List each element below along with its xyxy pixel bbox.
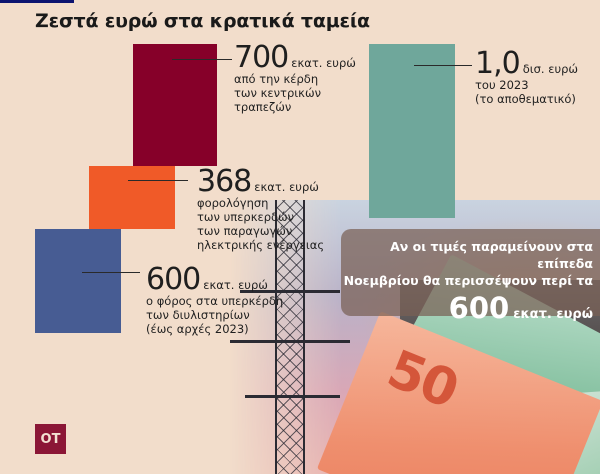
desc-line: των διυλιστηρίων	[146, 308, 250, 322]
leader-line	[414, 65, 472, 66]
power-pylon-image	[275, 200, 305, 474]
desc-line: των υπερκερδών	[197, 210, 295, 224]
projection-callout: Αν οι τιμές παραμείνουν στα επίπεδα Νοεμ…	[341, 229, 600, 323]
pylon-arm	[245, 395, 340, 398]
leader-line	[128, 180, 188, 181]
desc-line: των παραγωγών	[197, 224, 293, 238]
leader-line	[172, 59, 232, 60]
desc-line: (έως αρχές 2023)	[146, 322, 249, 336]
desc-line: τραπεζών	[234, 100, 292, 114]
ot-logo: OT	[35, 424, 66, 454]
callout-line-2: Νοεμβρίου θα περισσέψουν περί τα	[343, 273, 593, 288]
unit: εκατ. ευρώ	[291, 56, 356, 70]
desc-line: ηλεκτρικής ενέργειας	[197, 238, 325, 252]
label-refineries: 600 εκατ. ευρώ ο φόρος στα υπερκέρδη των …	[146, 265, 284, 337]
callout-line-1: Αν οι τιμές παραμείνουν στα επίπεδα	[390, 239, 593, 271]
label-central-banks: 700 εκατ. ευρώ από την κέρδη των κεντρικώ…	[234, 43, 356, 115]
value: 368	[197, 164, 252, 199]
top-accent-strip	[0, 0, 74, 3]
callout-unit: εκατ. ευρώ	[513, 307, 593, 322]
desc-line: των κεντρικών	[234, 86, 321, 100]
callout-amount: 600 εκατ. ευρώ	[341, 293, 593, 323]
value: 1,0	[475, 46, 521, 81]
pylon-arm	[230, 340, 350, 343]
value: 700	[234, 40, 289, 75]
value: 600	[146, 262, 201, 297]
label-electricity-producers: 368 εκατ. ευρώ φορολόγηση των υπερκερδών …	[197, 167, 325, 253]
desc-line: φορολόγηση	[197, 196, 269, 210]
infographic-title: Ζεστά ευρώ στα κρατικά ταμεία	[35, 10, 370, 32]
bar-central-banks	[133, 44, 217, 166]
desc-line: του 2023	[475, 78, 529, 92]
unit: εκατ. ευρώ	[203, 278, 268, 292]
desc-line: (το αποθεματικό)	[475, 92, 576, 106]
pylon-arm	[240, 290, 340, 293]
bar-reserve-2023	[369, 44, 455, 218]
leader-line	[82, 272, 140, 273]
desc-line: ο φόρος στα υπερκέρδη	[146, 294, 284, 308]
bar-refineries	[35, 229, 121, 333]
banknote-50-label: 50	[379, 339, 466, 421]
desc-line: από την κέρδη	[234, 72, 319, 86]
unit: δισ. ευρώ	[522, 62, 579, 76]
label-reserve-2023: 1,0 δισ. ευρώ του 2023 (το αποθεματικό)	[475, 49, 579, 107]
bar-electricity-producers	[89, 166, 175, 229]
callout-value: 600	[448, 291, 510, 325]
unit: εκατ. ευρώ	[254, 180, 319, 194]
